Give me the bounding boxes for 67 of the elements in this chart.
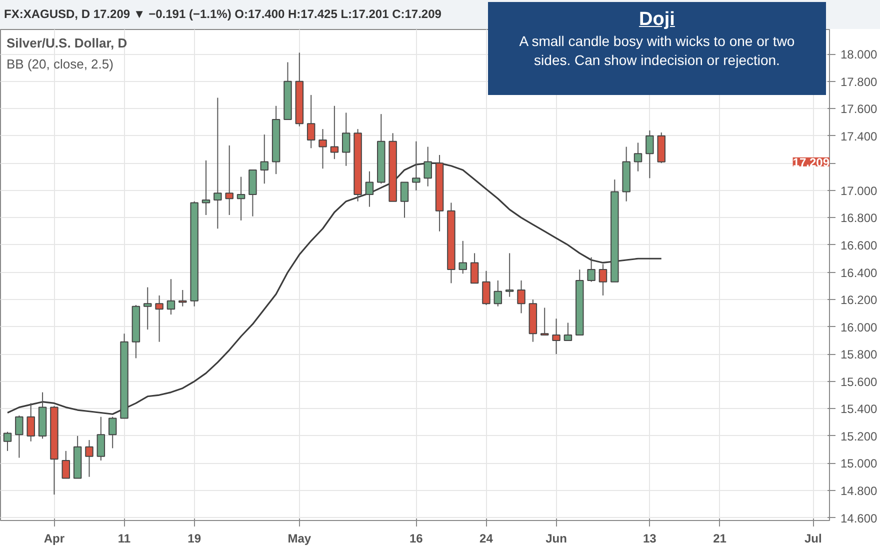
candlestick: [144, 286, 152, 330]
candlestick: [587, 256, 596, 282]
candlestick: [3, 431, 12, 452]
candlestick: [365, 170, 374, 208]
y-tick-label: 18.000: [840, 48, 878, 62]
candlestick: [306, 94, 316, 149]
y-tick-label: 15.600: [840, 374, 878, 389]
x-tick-label: 13: [643, 532, 657, 546]
candlestick: [505, 252, 514, 298]
candlestick: [330, 105, 339, 160]
y-tick-label: 17.600: [840, 102, 878, 116]
candlestick: [517, 280, 526, 314]
candlestick: [318, 128, 327, 170]
y-tick-label: 17.400: [840, 129, 878, 144]
candlestick: [214, 97, 222, 230]
y-tick-label: 15.000: [840, 456, 878, 471]
candlestick: [260, 134, 268, 184]
y-tick-label: 16.600: [840, 238, 878, 252]
x-tick-label: Apr: [44, 532, 65, 546]
candlestick: [646, 130, 654, 179]
note-box: Doji A small candle bosy with wicks to one or two sides. Can show indecision or rejection.: [488, 2, 826, 95]
y-tick-label: 15.800: [840, 348, 878, 362]
candlestick: [15, 414, 24, 458]
annotation: 17.209: [792, 155, 830, 170]
candlestick: [564, 322, 572, 341]
candlestick: [96, 416, 106, 461]
candlestick: [482, 270, 490, 306]
y-tick-label: 16.400: [840, 266, 878, 280]
x-tick-label: 19: [188, 532, 202, 546]
candlestick: [225, 144, 234, 216]
annotation: Silver/U.S. Dollar, D: [6, 36, 128, 50]
candlestick: [108, 416, 117, 449]
candlestick: [62, 450, 70, 479]
candlestick: [552, 318, 560, 355]
y-tick-label: 16.200: [840, 293, 878, 308]
candlestick: [178, 290, 187, 307]
x-tick-label: Jul: [804, 532, 822, 546]
candlestick: [166, 278, 176, 316]
y-tick-label: 15.400: [840, 402, 878, 416]
candlestick: [400, 182, 409, 218]
candlestick: [634, 142, 642, 172]
x-tick-label: 11: [118, 532, 131, 546]
candlestick: [494, 280, 502, 307]
candlestick: [598, 264, 608, 296]
candlestick: [342, 112, 350, 166]
candlestick: [540, 307, 549, 336]
candlestick: [85, 440, 94, 478]
x-tick-label: Jun: [546, 532, 567, 546]
y-tick-label: 17.000: [840, 184, 878, 198]
y-tick-label: 16.000: [840, 320, 878, 334]
y-tick-label: 17.800: [840, 74, 878, 89]
y-tick-label: 16.800: [840, 211, 878, 226]
text: FX:XAGUSD, D 17.209 ▼ −0.191 (−1.1%) O:17.400 H:17.425 L:17.201 C:17.209: [4, 6, 442, 23]
x-tick-label: 16: [409, 532, 424, 546]
x-tick-label: 24: [480, 532, 494, 546]
candlestick: [155, 294, 164, 342]
x-tick-label: May: [288, 532, 312, 546]
candlestick: [236, 176, 246, 221]
candlestick: [470, 252, 479, 284]
y-tick-label: 15.200: [840, 429, 878, 444]
annotation: BB (20, close, 2.5): [6, 56, 114, 72]
x-tick-label: 21: [713, 532, 727, 546]
chart-title: Doji: [638, 8, 676, 32]
candlestick: [458, 240, 467, 274]
y-tick-label: 14.800: [840, 484, 878, 498]
candlestick: [202, 160, 210, 216]
y-tick-label: 14.600: [840, 511, 878, 526]
